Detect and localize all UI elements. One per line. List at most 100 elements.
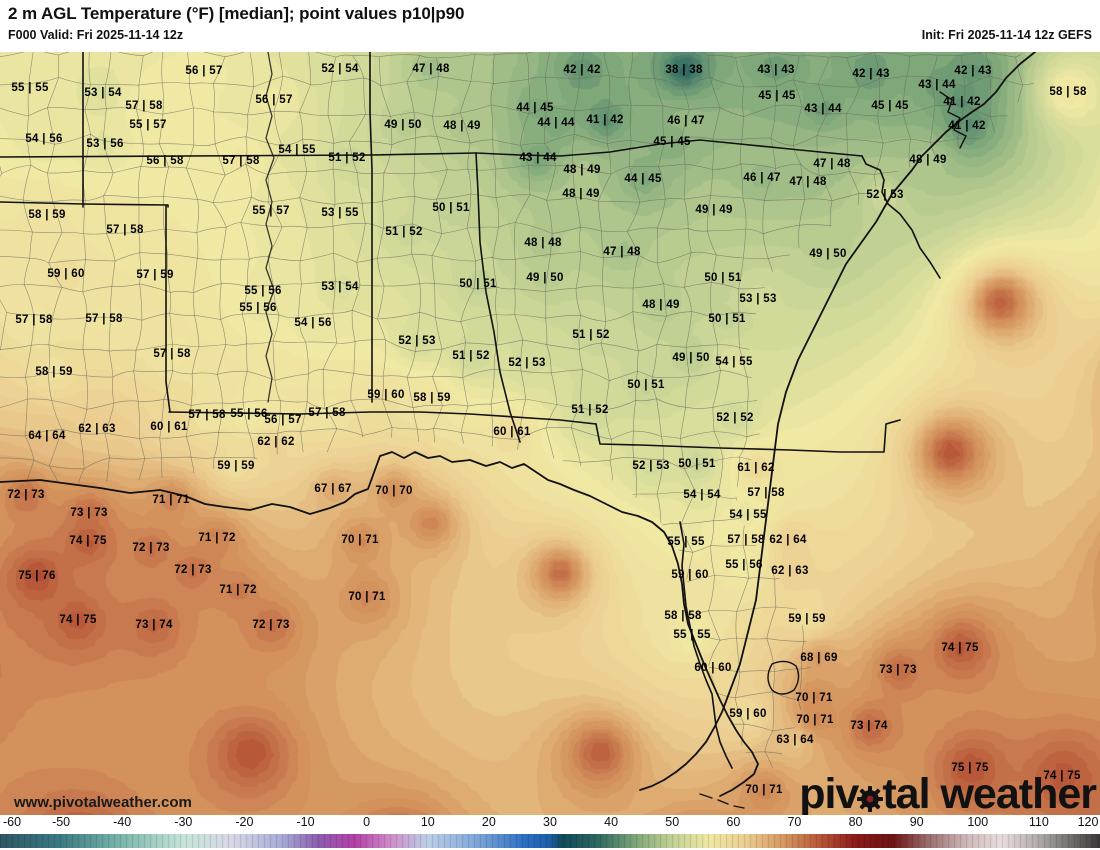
point-value-label: 55 | 56 — [725, 559, 763, 571]
point-value-label: 55 | 56 — [230, 408, 268, 420]
point-value-label: 55 | 55 — [667, 536, 705, 548]
point-value-label: 42 | 43 — [852, 68, 890, 80]
point-value-label: 50 | 51 — [627, 379, 665, 391]
gulf-coastline — [0, 451, 759, 797]
point-value-label: 41 | 42 — [943, 96, 981, 108]
point-value-label: 43 | 44 — [918, 79, 956, 91]
point-value-label: 74 | 75 — [941, 642, 979, 654]
point-value-label: 52 | 53 — [632, 460, 670, 472]
point-value-label: 59 | 60 — [671, 569, 709, 581]
colorbar-tick-110: 110 — [1028, 815, 1049, 829]
point-value-label: 56 | 58 — [146, 155, 184, 167]
mississippi-river — [265, 52, 275, 403]
point-value-label: 50 | 51 — [708, 313, 746, 325]
point-value-label: 72 | 73 — [7, 489, 45, 501]
point-value-label: 73 | 73 — [70, 507, 108, 519]
point-value-label: 45 | 45 — [758, 90, 796, 102]
point-value-label: 73 | 74 — [850, 720, 888, 732]
point-value-label: 74 | 75 — [69, 535, 107, 547]
point-value-label: 58 | 58 — [1049, 86, 1087, 98]
point-value-label: 75 | 76 — [18, 570, 56, 582]
state-border-gulf-states-fl — [168, 411, 597, 425]
colorbar-tick-80: 80 — [848, 815, 863, 829]
point-value-label: 70 | 70 — [375, 485, 413, 497]
point-value-label: 54 | 55 — [715, 356, 753, 368]
point-value-label: 53 | 55 — [321, 207, 359, 219]
point-value-label: 52 | 53 — [508, 357, 546, 369]
point-value-label: 58 | 59 — [28, 209, 66, 221]
point-value-label: 59 | 60 — [729, 708, 767, 720]
point-value-label: 44 | 45 — [516, 102, 554, 114]
colorbar-tick-minus40: -40 — [113, 815, 132, 829]
point-value-label: 62 | 64 — [769, 534, 807, 546]
colorbar-tick-50: 50 — [665, 815, 680, 829]
brand-watermark-right: tal weather — [882, 770, 1097, 815]
point-value-label: 49 | 50 — [384, 119, 422, 131]
point-value-label: 43 | 44 — [804, 103, 842, 115]
point-value-label: 70 | 71 — [796, 714, 834, 726]
point-value-label: 51 | 52 — [572, 329, 610, 341]
point-value-label: 52 | 52 — [716, 412, 754, 424]
point-value-label: 61 | 62 — [737, 462, 775, 474]
colorbar-gradient[interactable] — [0, 834, 1100, 848]
point-value-label: 70 | 71 — [795, 692, 833, 704]
point-value-label: 48 | 49 — [562, 188, 600, 200]
site-url-watermark: www.pivotalweather.com — [14, 794, 192, 811]
point-value-label: 73 | 73 — [879, 664, 917, 676]
point-value-label: 55 | 56 — [239, 302, 277, 314]
point-value-label: 47 | 48 — [813, 158, 851, 170]
state-border-la-ms-west — [165, 204, 171, 413]
state-border-ms-al — [369, 52, 373, 403]
point-value-label: 57 | 58 — [188, 409, 226, 421]
point-value-label: 59 | 59 — [788, 613, 826, 625]
point-value-label: 54 | 56 — [25, 133, 63, 145]
brand-watermark-left: piv — [799, 770, 859, 815]
point-value-label: 57 | 59 — [136, 269, 174, 281]
point-value-label: 55 | 57 — [252, 205, 290, 217]
point-value-label: 51 | 52 — [385, 226, 423, 238]
colorbar-tick-100: 100 — [967, 815, 989, 829]
colorbar-tick-minus10: -10 — [296, 815, 315, 829]
state-border-tn-nc — [475, 139, 863, 157]
atlantic-coastline — [639, 52, 1036, 791]
point-value-label: 72 | 73 — [174, 564, 212, 576]
temperature-field — [0, 52, 1100, 815]
point-value-label: 57 | 58 — [308, 407, 346, 419]
map-viewport[interactable]: 55 | 55 53 | 54 56 | 57 52 | 54 47 | 48 42 | … — [0, 52, 1100, 815]
point-value-label: 60 | 61 — [150, 421, 188, 433]
geographic-borders — [0, 52, 1036, 809]
point-value-label: 50 | 51 — [704, 272, 742, 284]
point-value-label: 75 | 75 — [951, 762, 989, 774]
colorbar-panel: -60 -50 -40 -30 -20 -10 0 10 20 30 40 50 60 70 80 90 100… — [0, 815, 1100, 850]
point-value-label: 62 | 62 — [257, 436, 295, 448]
page-title: 2 m AGL Temperature (°F) [median]; point… — [8, 4, 465, 23]
colorbar-tick-0: 0 — [363, 815, 371, 829]
point-value-label: 57 | 58 — [222, 155, 260, 167]
gear-icon — [857, 785, 884, 812]
point-value-label: 48 | 49 — [563, 164, 601, 176]
point-value-label: 53 | 56 — [86, 138, 124, 150]
point-value-label: 57 | 58 — [153, 348, 191, 360]
point-value-label: 72 | 73 — [132, 542, 170, 554]
point-value-label: 45 | 45 — [871, 100, 909, 112]
valid-time-label: F000 Valid: Fri 2025-11-14 12z — [8, 28, 184, 42]
point-value-label: 54 | 54 — [683, 489, 721, 501]
lake-okeechobee — [767, 660, 800, 695]
point-value-label: 43 | 44 — [519, 152, 557, 164]
point-value-label: 43 | 43 — [757, 64, 795, 76]
point-value-label: 63 | 64 — [776, 734, 814, 746]
florida-keys — [699, 793, 745, 809]
point-value-label: 71 | 72 — [219, 584, 257, 596]
state-border-tn-north — [0, 152, 477, 158]
point-value-label: 57 | 58 — [747, 487, 785, 499]
point-value-label: 57 | 58 — [15, 314, 53, 326]
point-value-label: 52 | 54 — [321, 63, 359, 75]
point-value-label: 53 | 53 — [739, 293, 777, 305]
point-value-label: 72 | 73 — [252, 619, 290, 631]
florida-west-coast — [679, 521, 733, 769]
colorbar-tick-minus30: -30 — [174, 815, 193, 829]
state-border-al-ga — [475, 152, 521, 443]
init-time-label: Init: Fri 2025-11-14 12z GEFS — [921, 28, 1092, 42]
point-value-label: 49 | 50 — [809, 248, 847, 260]
